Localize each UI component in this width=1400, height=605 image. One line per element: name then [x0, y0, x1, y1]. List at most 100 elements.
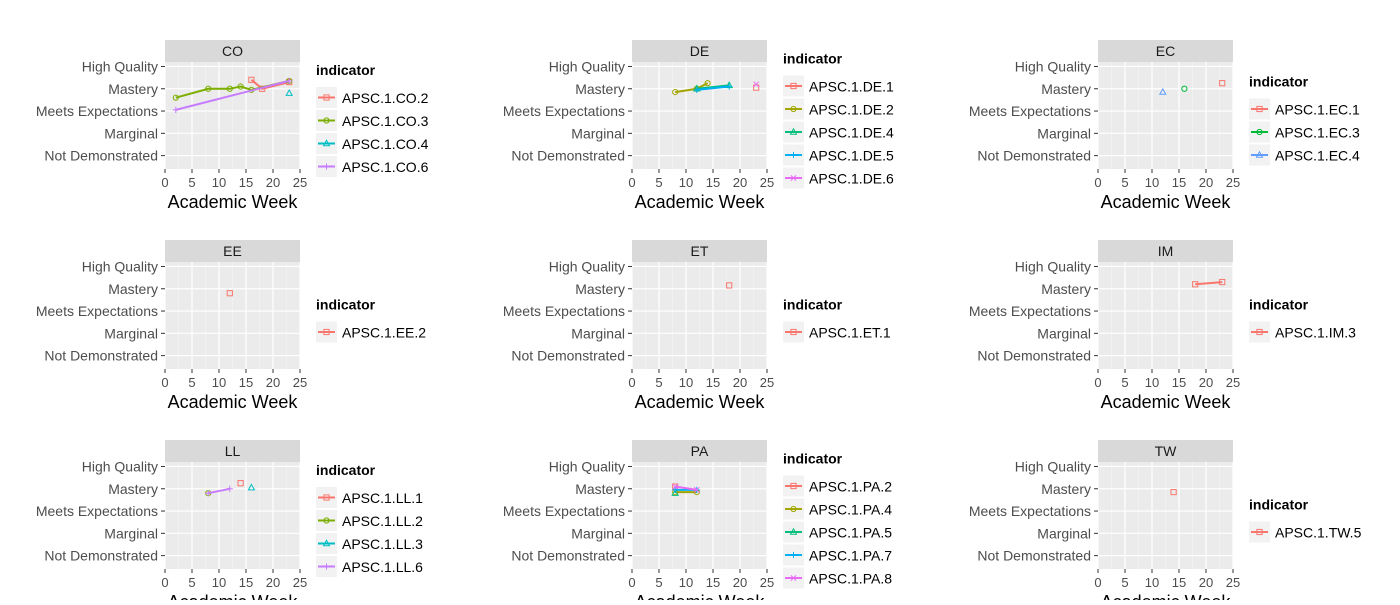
- legend-marker: [323, 328, 330, 336]
- legend-marker: [790, 105, 797, 113]
- x-tick-label: 15: [239, 575, 253, 590]
- series-apsc.1.co.4: [285, 88, 294, 96]
- x-tick-label: 5: [1121, 575, 1128, 590]
- facet-title: PA: [691, 443, 709, 459]
- x-tick-label: 10: [212, 375, 226, 390]
- legend-item: APSC.1.DE.4: [783, 121, 894, 143]
- y-tick-label: Not Demonstrated: [977, 148, 1091, 164]
- series-apsc.1.ec.1: [1219, 80, 1226, 87]
- x-tick-label: 5: [188, 575, 195, 590]
- y-tick-label: Mastery: [575, 281, 625, 297]
- data-point: [1170, 488, 1177, 496]
- x-tick-label: 20: [266, 575, 280, 590]
- x-tick-label: 25: [760, 375, 774, 390]
- legend-item: APSC.1.PA.5: [783, 521, 892, 543]
- x-axis-title: Academic Week: [635, 192, 766, 212]
- x-tick-label: 25: [760, 575, 774, 590]
- series-apsc.1.ll.6: [205, 485, 233, 497]
- x-tick-label: 25: [293, 375, 307, 390]
- legend-item: APSC.1.PA.2: [783, 475, 892, 497]
- series-line: [175, 79, 290, 111]
- series-line: [1195, 281, 1223, 286]
- y-tick-label: High Quality: [549, 458, 625, 474]
- legend-marker: [790, 175, 797, 181]
- data-point: [693, 486, 700, 493]
- facet-panel-ee: EE Not Demonstrated Marginal Meets Expectat…: [36, 240, 426, 412]
- y-tick-label: Meets Expectations: [969, 503, 1091, 519]
- series-apsc.1.de.6: [753, 81, 760, 88]
- y-tick-label: Not Demonstrated: [511, 348, 625, 364]
- x-tick-label: 10: [1145, 175, 1159, 190]
- y-tick-label: Not Demonstrated: [511, 148, 625, 164]
- x-tick-label: 10: [679, 375, 693, 390]
- x-tick-label: 15: [239, 375, 253, 390]
- x-tick-label: 5: [655, 575, 662, 590]
- x-tick-label: 20: [1199, 175, 1213, 190]
- y-tick-label: Meets Expectations: [969, 303, 1091, 319]
- x-tick-label: 0: [161, 575, 168, 590]
- data-point: [237, 480, 244, 487]
- legend-item: APSC.1.DE.1: [783, 75, 894, 97]
- legend: indicator APSC.1.EE.2: [316, 297, 426, 343]
- series-line: [208, 487, 230, 495]
- y-tick-label: High Quality: [82, 58, 158, 74]
- y-tick-label: Marginal: [104, 325, 158, 341]
- x-tick-label: 20: [733, 175, 747, 190]
- facet-panel-co: CO Not Demonstrated Marginal Meets Expectat…: [36, 40, 429, 212]
- facet-strip: [165, 240, 300, 262]
- legend-title: indicator: [783, 297, 843, 313]
- y-tick-label: High Quality: [1015, 258, 1091, 274]
- data-point: [226, 290, 233, 297]
- legend-item: APSC.1.PA.7: [783, 544, 892, 566]
- series-apsc.1.de.1: [753, 84, 760, 91]
- series-apsc.1.im.3: [1192, 278, 1226, 288]
- x-tick-label: 5: [188, 175, 195, 190]
- legend-label: APSC.1.DE.6: [809, 171, 894, 187]
- legend-label: APSC.1.CO.4: [342, 136, 429, 152]
- legend-item: APSC.1.DE.6: [783, 167, 894, 189]
- y-tick-label: Meets Expectations: [969, 103, 1091, 119]
- legend-item: APSC.1.LL.2: [316, 510, 423, 531]
- y-tick-label: Meets Expectations: [503, 303, 625, 319]
- legend-label: APSC.1.DE.2: [809, 102, 894, 118]
- legend-label: APSC.1.PA.8: [809, 571, 892, 587]
- y-tick-label: Meets Expectations: [503, 103, 625, 119]
- series-apsc.1.pa.5: [671, 488, 680, 496]
- data-point: [693, 86, 700, 93]
- legend-label: APSC.1.DE.4: [809, 125, 894, 141]
- series-apsc.1.co.6: [172, 77, 293, 114]
- legend-label: APSC.1.LL.1: [342, 490, 423, 506]
- legend-item: APSC.1.PA.4: [783, 498, 892, 520]
- legend-item: APSC.1.CO.4: [316, 133, 429, 154]
- y-tick-label: Mastery: [575, 481, 625, 497]
- y-tick-label: Not Demonstrated: [44, 548, 158, 564]
- legend-label: APSC.1.ET.1: [809, 325, 891, 341]
- legend-label: APSC.1.CO.2: [342, 90, 429, 106]
- legend-marker: [1256, 328, 1263, 336]
- legend-item: APSC.1.DE.2: [783, 98, 894, 120]
- legend-title: indicator: [783, 51, 843, 67]
- x-tick-label: 15: [1172, 175, 1186, 190]
- legend-item: APSC.1.PA.8: [783, 567, 892, 589]
- y-tick-label: Meets Expectations: [36, 103, 158, 119]
- data-point: [1181, 85, 1188, 92]
- legend: indicator APSC.1.DE.1 APSC.1.DE.2 APSC.1.DE…: [783, 51, 894, 189]
- legend-label: APSC.1.LL.6: [342, 559, 423, 575]
- data-point: [205, 490, 212, 497]
- legend-marker: [790, 551, 797, 559]
- x-tick-label: 15: [706, 375, 720, 390]
- x-tick-label: 15: [706, 575, 720, 590]
- legend-label: APSC.1.DE.5: [809, 148, 894, 164]
- series-apsc.1.ee.2: [226, 290, 233, 297]
- facet-title: DE: [690, 43, 709, 59]
- x-tick-label: 25: [1226, 575, 1240, 590]
- legend-marker: [1256, 105, 1263, 113]
- facet-title: ET: [691, 243, 709, 259]
- series-apsc.1.ll.1: [237, 480, 244, 487]
- y-tick-label: Mastery: [108, 281, 158, 297]
- data-point: [285, 88, 294, 96]
- x-tick-label: 5: [188, 375, 195, 390]
- y-tick-label: High Quality: [549, 58, 625, 74]
- x-tick-label: 10: [212, 175, 226, 190]
- x-tick-label: 0: [628, 375, 635, 390]
